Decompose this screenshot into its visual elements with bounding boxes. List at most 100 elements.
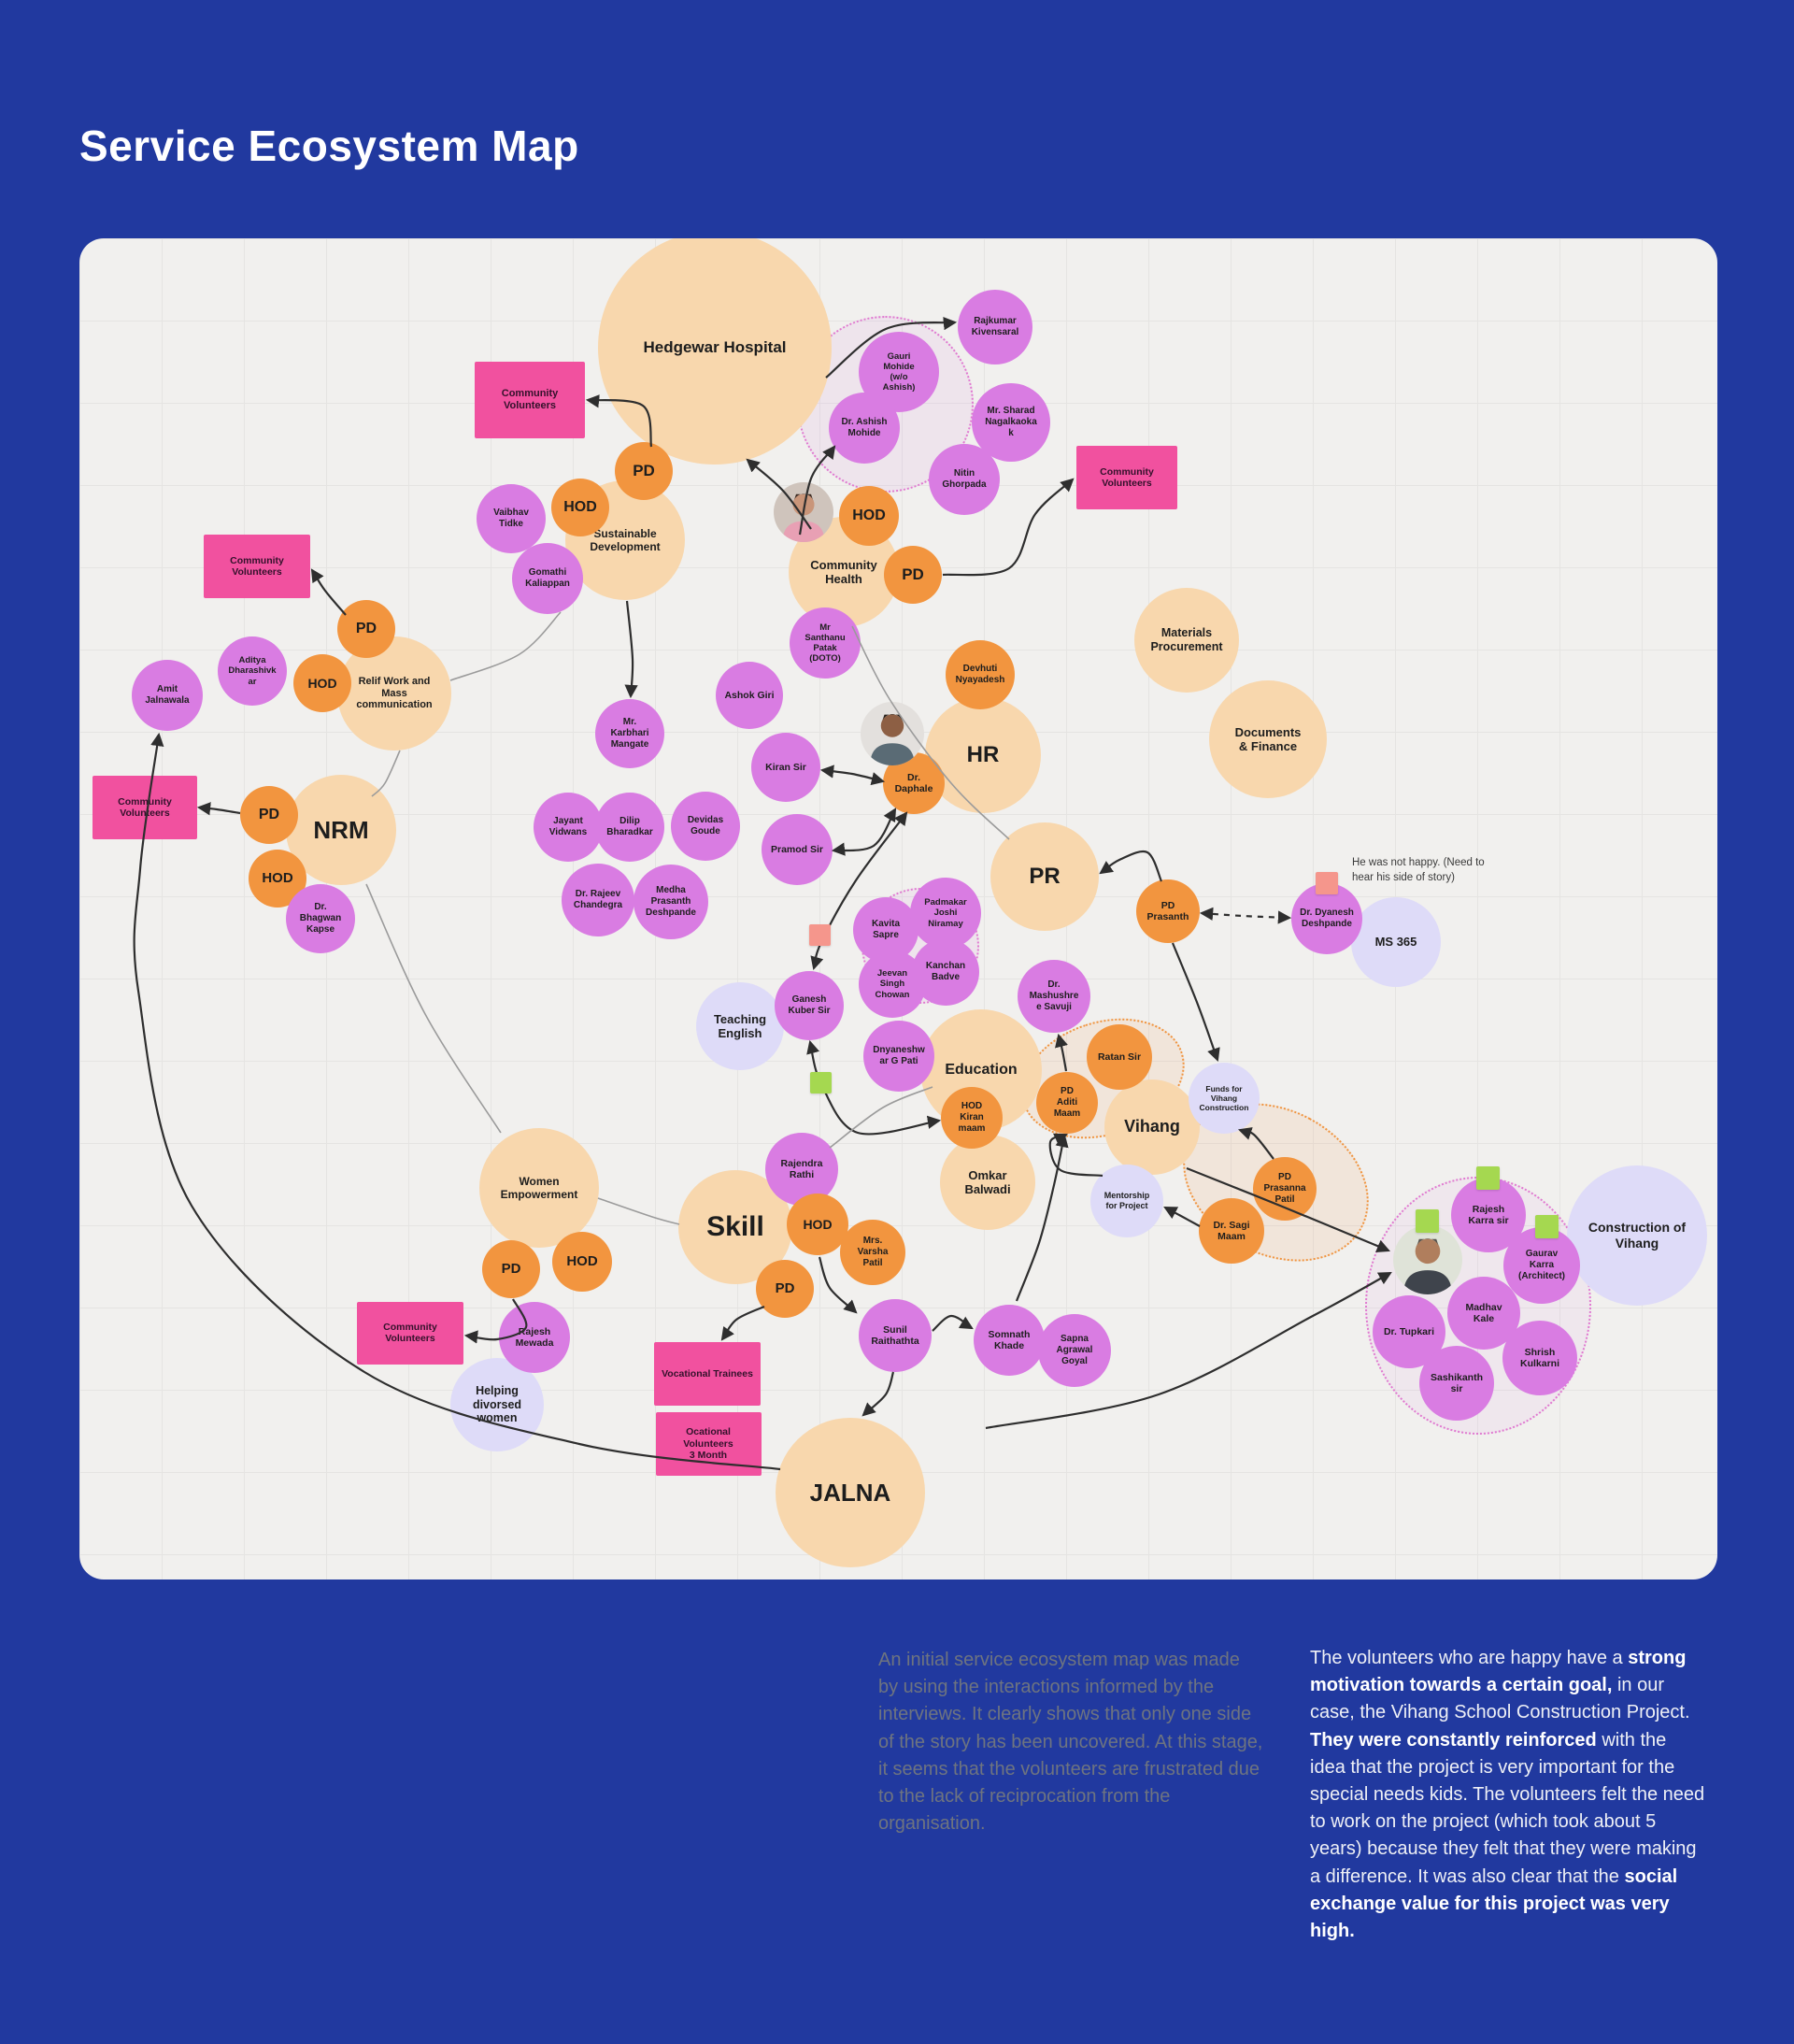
kiran-sir[interactable]: Kiran Sir [751,733,820,802]
devidas-goude[interactable]: Devidas Goude [671,792,740,861]
community-volunteers-4[interactable]: Community Volunteers [93,776,197,839]
dr-rajeev-chandegra[interactable]: Dr. Rajeev Chandegra [562,864,634,936]
sunil-raithathta[interactable]: Sunil Raithathta [859,1299,932,1372]
edge-14 [1199,907,1292,924]
caption-paragraph-left: An initial service ecosystem map was mad… [878,1650,1263,1835]
sticky-salmon-dyanesh[interactable] [1316,872,1338,894]
mentorship-for-project[interactable]: Mentorship for Project [1090,1165,1163,1237]
jayant-vidwans[interactable]: Jayant Vidwans [534,793,603,862]
photo-community-health-lady[interactable] [774,482,833,542]
ratan-sir[interactable]: Ratan Sir [1087,1024,1152,1090]
edge-28 [449,611,562,681]
edge-17 [1163,1206,1201,1227]
photo-dr-daphale[interactable] [861,702,924,765]
pd-aditi-maam[interactable]: PD Aditi Maam [1036,1072,1098,1134]
dr-bhagwan-kapse[interactable]: Dr. Bhagwan Kapse [286,884,355,953]
hod-kiran-maam[interactable]: HOD Kiran maam [941,1087,1003,1149]
sapna-agrawal-goyal[interactable]: Sapna Agrawal Goyal [1038,1314,1111,1387]
dr-mashushre-savuji[interactable]: Dr. Mashushre e Savuji [1018,960,1090,1033]
construction-of-vihang[interactable]: Construction of Vihang [1567,1165,1707,1306]
map-annotation-note: He was not happy. (Need to hear his side… [1352,857,1485,883]
sticky-green-ganesh[interactable] [809,1071,832,1093]
community-volunteers-3[interactable]: Community Volunteers [204,535,310,598]
mrs-varsha-patil[interactable]: Mrs. Varsha Patil [840,1220,905,1285]
amit-jalnawala[interactable]: Amit Jalnawala [132,660,203,731]
ganesh-kuber-sir[interactable]: Ganesh Kuber Sir [775,971,844,1040]
photo-construction-lead[interactable] [1393,1225,1462,1294]
sticky-salmon-ganesh[interactable] [808,923,831,946]
rajesh-mewada[interactable]: Rajesh Mewada [499,1302,570,1373]
pd-women-emp[interactable]: PD [482,1240,540,1298]
hod-skill[interactable]: HOD [787,1194,848,1255]
devhuti-nyayadesh[interactable]: Devhuti Nyayadesh [946,640,1015,709]
community-volunteers-1[interactable]: Community Volunteers [475,362,585,438]
vaibhav-tidke[interactable]: Vaibhav Tidke [477,484,546,553]
pr[interactable]: PR [990,822,1099,931]
community-volunteers-2[interactable]: Community Volunteers [1076,446,1177,509]
madhav-kale[interactable]: Madhav Kale [1447,1277,1520,1350]
vihang[interactable]: Vihang [1104,1079,1200,1175]
mr-sharad-nagalkaokak[interactable]: Mr. Sharad Nagalkaoka k [972,383,1050,462]
jeevan-singh-chowan[interactable]: Jeevan Singh Chowan [859,951,926,1018]
hedgewar-hospital[interactable]: Hedgewar Hospital [598,238,832,465]
edge-18 [1048,1133,1103,1178]
teaching-english[interactable]: Teaching English [696,982,784,1070]
sashikanth-sir[interactable]: Sashikanth sir [1419,1346,1494,1421]
mr-santhanu-patak[interactable]: Mr Santhanu Patak (DOTO) [790,607,861,679]
edge-5 [310,568,347,616]
hod-sustdev[interactable]: HOD [551,479,609,536]
dilip-bharadkar[interactable]: Dilip Bharadkar [595,793,664,862]
pd-skill[interactable]: PD [756,1260,814,1318]
rajkumar-kivensaral[interactable]: Rajkumar Kivensaral [958,290,1032,364]
ocational-volunteers-3-month[interactable]: Ocational Volunteers 3 Month [655,1412,762,1476]
caption-paragraph-right: The volunteers who are happy have a stro… [1310,1648,1705,1941]
person-photo-icon [870,714,915,765]
documents-finance[interactable]: Documents & Finance [1209,680,1327,798]
sticky-green-gaurav-karra[interactable] [1534,1214,1559,1238]
hod-relif[interactable]: HOD [293,654,351,712]
hod-women-emp[interactable]: HOD [552,1232,612,1292]
dnyaneshwar-g-pati[interactable]: Dnyaneshw ar G Pati [863,1021,934,1092]
shrish-kulkarni[interactable]: Shrish Kulkarni [1502,1321,1577,1395]
ms-365[interactable]: MS 365 [1351,897,1441,987]
pramod-sir[interactable]: Pramod Sir [762,814,833,885]
pd-community-health[interactable]: PD [884,546,942,604]
edge-30 [365,883,502,1134]
women-empowerment[interactable]: Women Empowerment [479,1128,599,1248]
aditya-dharashivkar[interactable]: Aditya Dharashivk ar [218,636,287,706]
edge-15 [1171,942,1220,1063]
funds-for-vihang[interactable]: Funds for Vihang Construction [1189,1063,1260,1134]
ashok-giri[interactable]: Ashok Giri [716,662,783,729]
sticky-green-rajesh-karra[interactable] [1475,1165,1500,1190]
dr-ashish-mohide[interactable]: Dr. Ashish Mohide [829,393,900,464]
pd-nrm[interactable]: PD [240,786,298,844]
nitin-ghorpada[interactable]: Nitin Ghorpada [929,444,1000,515]
materials-procurement[interactable]: Materials Procurement [1134,588,1239,693]
gomathi-kaliappan[interactable]: Gomathi Kaliappan [512,543,583,614]
person-photo-icon [1403,1238,1452,1294]
padmakar-joshi-niramay[interactable]: Padmakar Joshi Niramay [910,878,981,949]
dr-sagi-maam[interactable]: Dr. Sagi Maam [1199,1198,1264,1264]
somnath-khade[interactable]: Somnath Khade [974,1305,1045,1376]
pd-relif[interactable]: PD [337,600,395,658]
omkar-balwadi[interactable]: Omkar Balwadi [940,1135,1035,1230]
dr-dyanesh-deshpande[interactable]: Dr. Dyanesh Deshpande [1291,883,1362,954]
edge-31 [597,1197,680,1225]
sticky-green-photo-lead[interactable] [1415,1208,1439,1233]
vocational-trainees[interactable]: Vocational Trainees [654,1342,761,1406]
edge-32 [829,1086,933,1149]
edge-9 [831,808,897,856]
ecosystem-map-canvas[interactable]: Hedgewar Hospital Sustainable Development… [79,238,1717,1579]
jalna[interactable]: JALNA [776,1418,925,1567]
pd-prasanth[interactable]: PD Prasanth [1136,879,1200,943]
community-volunteers-5[interactable]: Community Volunteers [357,1301,463,1365]
gaurav-karra-architect[interactable]: Gaurav Karra (Architect) [1503,1227,1580,1304]
mr-karbhari-mangate[interactable]: Mr. Karbhari Mangate [595,699,664,768]
pd-sustdev[interactable]: PD [615,442,673,500]
edge-22 [720,1305,765,1341]
pd-prasanna-patil[interactable]: PD Prasanna Patil [1253,1157,1317,1221]
hr[interactable]: HR [925,697,1041,813]
medha-prasanth-deshpande[interactable]: Medha Prasanth Deshpande [634,865,708,939]
community-health[interactable]: Community Health [789,517,899,627]
hod-community-health[interactable]: HOD [839,486,899,546]
